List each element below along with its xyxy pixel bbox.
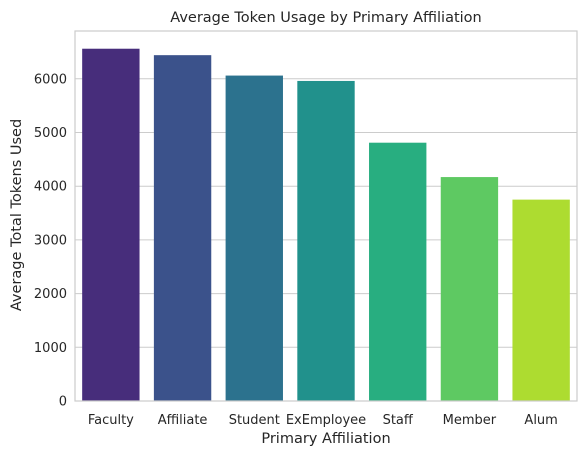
plot-frame	[74, 30, 578, 402]
y-tick-label: 1000	[34, 341, 67, 356]
y-tick-label: 5000	[34, 126, 67, 141]
bar-alum	[512, 199, 570, 401]
y-tick-label: 6000	[34, 72, 67, 87]
chart-title: Average Token Usage by Primary Affiliati…	[170, 10, 482, 26]
y-axis-ticks: 0 1000 2000 3000 4000 5000 6000	[34, 72, 67, 409]
y-tick-label: 0	[59, 395, 67, 410]
x-tick-label-member: Member	[443, 413, 497, 428]
y-tick-label: 2000	[34, 287, 67, 302]
x-tick-label-student: Student	[229, 413, 280, 428]
y-tick-label: 4000	[34, 180, 67, 195]
x-axis-label: Primary Affiliation	[261, 431, 390, 447]
bars	[82, 48, 570, 402]
x-tick-label-affiliate: Affiliate	[158, 413, 208, 428]
bar-exemployee	[297, 80, 355, 401]
bar-affiliate	[153, 55, 212, 401]
bar-faculty	[82, 48, 140, 401]
bar-student	[225, 75, 283, 402]
bar-member	[440, 177, 499, 401]
x-tick-label-exemployee: ExEmployee	[286, 413, 366, 428]
y-tick-label: 3000	[34, 233, 67, 248]
x-tick-label-staff: Staff	[383, 413, 414, 428]
bar-staff	[369, 142, 427, 401]
x-tick-label-alum: Alum	[524, 413, 557, 428]
y-axis-label: Average Total Tokens Used	[9, 119, 25, 311]
x-tick-label-faculty: Faculty	[88, 413, 134, 428]
x-axis-ticks: Faculty Affiliate Student ExEmployee Staff Me…	[88, 413, 558, 428]
